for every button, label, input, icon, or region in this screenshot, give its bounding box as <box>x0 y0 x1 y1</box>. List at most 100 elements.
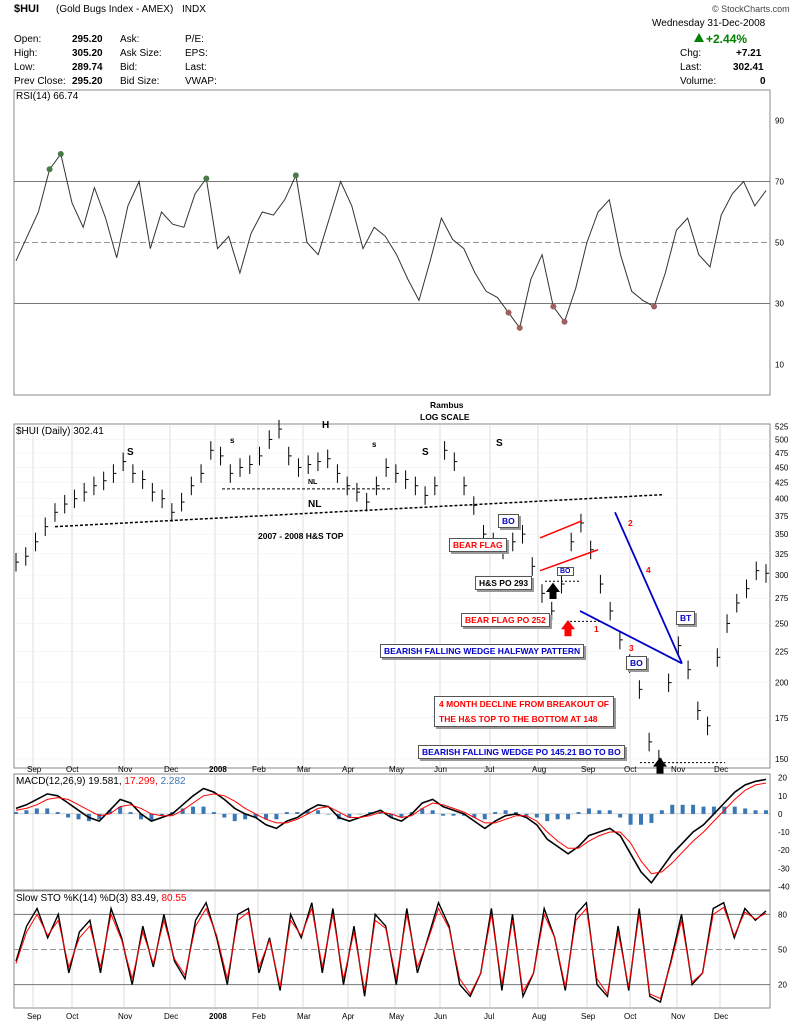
open-label: Open: <box>14 34 42 45</box>
macd-histogram-bar <box>764 810 768 814</box>
price-x-tick-label: Mar <box>297 765 311 774</box>
price-y-tick-label: 450 <box>775 463 789 472</box>
rsi-y-tick-label: 30 <box>775 300 784 309</box>
macd-histogram-bar <box>243 813 248 820</box>
macd-legend-signal: 17.299, <box>124 776 158 787</box>
macd-histogram-bar <box>597 810 602 814</box>
decline-line-1: 4 MONTH DECLINE FROM BREAKOUT OF <box>439 699 609 709</box>
macd-histogram-bar <box>222 813 227 818</box>
price-y-tick-label: 250 <box>775 619 789 628</box>
last-price-label: Last: <box>680 62 702 73</box>
macd-histogram-bar <box>378 812 383 814</box>
macd-legend-hist: 2.282 <box>160 776 186 787</box>
macd-histogram-bar <box>680 804 685 814</box>
quote-header: $HUI (Gold Bugs Index - AMEX) INDX © Sto… <box>0 0 807 90</box>
head-label: H <box>322 420 330 431</box>
price-x-tick-label: Sep <box>27 765 42 774</box>
price-y-tick-label: 525 <box>775 423 789 432</box>
price-y-tick-label: 175 <box>775 714 789 723</box>
macd-histogram-bar <box>118 806 123 814</box>
macd-y-tick-label: 0 <box>778 810 783 819</box>
wedge-po-arrow-icon <box>653 757 667 774</box>
macd-line <box>15 778 767 885</box>
macd-histogram-bar <box>55 812 60 814</box>
high-label: High: <box>14 48 38 59</box>
macd-panel-frame <box>13 773 771 891</box>
macd-histogram-bar <box>399 813 404 818</box>
sto-x-tick-label: Nov <box>671 1012 685 1021</box>
rsi-overbought-marker <box>57 151 64 158</box>
sto-x-tick-label: Aug <box>532 1012 546 1021</box>
macd-histogram-bar <box>149 813 154 822</box>
price-x-tick-label: Nov <box>671 765 685 774</box>
wave-2-label: 2 <box>628 518 633 528</box>
hs-po-callout: H&S PO 293 <box>475 576 533 590</box>
last-label: Last: <box>185 62 207 73</box>
rsi-y-tick-label: 10 <box>775 361 784 370</box>
macd-legend-name: MACD(12,26,9) <box>16 776 86 787</box>
macd-histogram-bar <box>691 804 696 814</box>
macd-histogram-bar <box>524 813 529 816</box>
neckline-label: NL <box>308 499 322 510</box>
rsi-overbought-marker <box>292 172 299 179</box>
macd-histogram-bar <box>607 810 612 814</box>
price-y-tick-label: 150 <box>775 755 789 764</box>
macd-histogram-bar <box>284 812 289 814</box>
sto-x-tick-label: Sep <box>581 1012 596 1021</box>
price-panel-frame <box>13 423 771 769</box>
price-x-tick-label: 2008 <box>209 765 227 774</box>
price-x-tick-label: Nov <box>118 765 132 774</box>
sto-x-tick-label: Mar <box>297 1012 311 1021</box>
breakout-callout-2: BO <box>557 567 574 576</box>
rsi-legend: RSI(14) 66.74 <box>16 91 79 102</box>
macd-histogram-bar <box>14 812 18 814</box>
backtest-callout: BT <box>676 611 696 625</box>
small-shoulder-label-2: s <box>372 440 377 449</box>
ask-size-label: Ask Size: <box>120 48 162 59</box>
macd-histogram-bar <box>659 810 664 814</box>
price-x-tick-label: Jun <box>434 765 447 774</box>
rsi-series-line <box>15 152 767 330</box>
macd-histogram-bar <box>430 810 435 814</box>
macd-histogram-bar <box>45 808 50 814</box>
wave-3-label: 3 <box>629 643 634 653</box>
sto-x-tick-label: May <box>389 1012 404 1021</box>
right-shoulder-label-2: S <box>496 438 503 449</box>
macd-histogram-bar <box>201 806 206 814</box>
rsi-oversold-marker <box>505 309 512 316</box>
macd-legend: MACD(12,26,9) 19.581, 17.299, 2.282 <box>16 776 186 787</box>
price-x-tick-label: Aug <box>532 765 546 774</box>
macd-histogram-bar <box>128 812 133 814</box>
wedge-halfway-callout: BEARISH FALLING WEDGE HALFWAY PATTERN <box>380 644 585 658</box>
price-y-tick-label: 200 <box>775 679 789 688</box>
wave-4-label: 4 <box>646 565 651 575</box>
symbol-title: $HUI <box>14 3 40 15</box>
pe-label: P/E: <box>185 34 204 45</box>
price-x-tick-label: Dec <box>714 765 728 774</box>
macd-histogram-bar <box>701 806 706 814</box>
macd-histogram-bar <box>305 810 310 814</box>
exchange-label: INDX <box>182 4 206 15</box>
price-x-tick-label: Apr <box>342 765 355 774</box>
macd-histogram-bar <box>316 810 321 814</box>
breakout-callout-3: BO <box>626 656 647 670</box>
macd-histogram-bar <box>274 813 279 820</box>
macd-histogram-bar <box>24 810 29 814</box>
macd-histogram-bar <box>253 813 258 818</box>
price-x-tick-label: Sep <box>581 765 596 774</box>
macd-histogram-bar <box>264 813 268 820</box>
macd-histogram-bar <box>159 813 164 816</box>
price-x-tick-label: Oct <box>66 765 79 774</box>
price-x-tick-label: Oct <box>624 765 637 774</box>
price-y-tick-label: 475 <box>775 449 789 458</box>
symbol-subtitle: (Gold Bugs Index - AMEX) <box>56 4 174 15</box>
rsi-oversold-marker <box>550 303 557 310</box>
macd-histogram-bar <box>451 813 456 816</box>
rsi-oversold-marker <box>516 324 523 331</box>
eps-label: EPS: <box>185 48 208 59</box>
last-price-value: 302.41 <box>733 62 764 73</box>
sto-x-tick-label: Feb <box>252 1012 266 1021</box>
macd-histogram-bar <box>743 808 748 814</box>
left-shoulder-label: S <box>127 447 134 458</box>
